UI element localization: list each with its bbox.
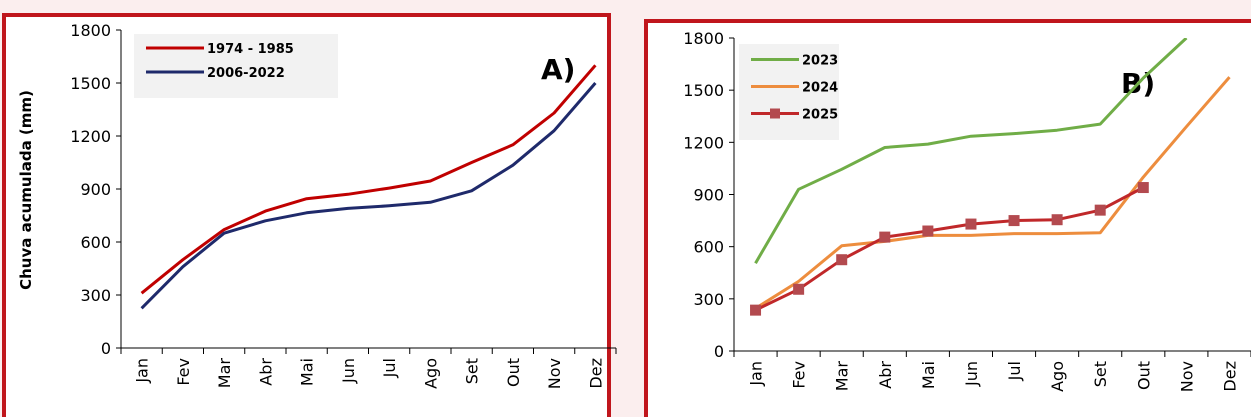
chart-b-series-1-line xyxy=(754,76,1231,310)
chart-b-series-2-marker xyxy=(750,304,762,316)
chart-b-y-tick-label: 0 xyxy=(714,342,724,361)
chart-b-y-tick-label: 1800 xyxy=(683,29,724,48)
chart-a-legend-label-0: 1974 - 1985 xyxy=(207,42,294,57)
chart-a-y-tick-label: 1200 xyxy=(70,127,111,146)
chart-a-ylabel: Chuva acumulada (mm) xyxy=(17,90,35,290)
chart-a-x-tick-label: Mar xyxy=(215,358,234,389)
chart-b-series-2-marker xyxy=(1051,214,1063,226)
chart-b-series-2-marker xyxy=(879,231,891,243)
chart-b-series-2-marker xyxy=(965,218,977,230)
chart-a: Chuva acumulada (mm) A) 0 300 600 900 1200 15… xyxy=(17,21,617,389)
chart-b-y-tick-label: 300 xyxy=(693,290,724,309)
chart-a-x-tick-label: Fev xyxy=(174,358,193,386)
chart-b-series-2-marker xyxy=(1094,204,1106,216)
chart-b-x-tick-label: Dez xyxy=(1220,361,1239,392)
chart-b-x-tick-label: Mai xyxy=(919,361,938,389)
chart-b-legend-label-2: 2025 xyxy=(802,108,838,123)
chart-b-y-tick-label: 1200 xyxy=(683,133,724,152)
chart-b-x-tick-label: Abr xyxy=(876,361,895,389)
chart-a-x-tick-label: Jan xyxy=(133,358,152,384)
chart-a-legend-box xyxy=(134,34,338,98)
chart-b-legend-marker-2 xyxy=(770,108,780,119)
chart-a-x-tick-label: Jul xyxy=(380,358,399,378)
chart-a-series-0-line xyxy=(140,64,597,295)
chart-b-x-tick-label: Fev xyxy=(790,361,809,389)
chart-b-x-tick-label: Nov xyxy=(1177,361,1196,392)
chart-b-legend-label-1: 2024 xyxy=(802,81,838,96)
chart-a-y-tick-label: 600 xyxy=(80,233,111,252)
panel-b-frame xyxy=(644,19,1251,417)
chart-a-x-tick-label: Dez xyxy=(586,358,605,389)
chart-b-series-2-marker xyxy=(1137,182,1149,194)
chart-b-x-tick-label: Mar xyxy=(833,361,852,392)
chart-a-x-tick-label: Mai xyxy=(298,358,317,386)
chart-a-y-tick-label: 0 xyxy=(101,339,111,358)
chart-b-series-2-marker xyxy=(922,225,934,237)
chart-b-y-tick-label: 600 xyxy=(693,238,724,257)
chart-a-x-tick-label: Out xyxy=(504,358,523,387)
chart-b-x-tick-label: Jan xyxy=(747,361,766,387)
chart-b-y-tick-label: 900 xyxy=(693,186,724,205)
chart-b-series-2-marker xyxy=(836,254,848,266)
chart-b-series-2-marker xyxy=(1008,215,1020,227)
chart-a-y-tick-label: 1800 xyxy=(70,21,111,40)
chart-b-series-2-line xyxy=(754,186,1144,312)
chart-a-series-1-line xyxy=(140,82,597,310)
chart-a-x-tick-label: Set xyxy=(463,358,482,384)
chart-b-series-2-marker xyxy=(793,283,805,295)
chart-a-legend-label-1: 2006-2022 xyxy=(207,66,285,81)
chart-b-x-tick-label: Jun xyxy=(962,361,981,387)
chart-b-series-0-line xyxy=(754,38,1188,264)
chart-b-x-tick-label: Set xyxy=(1091,361,1110,387)
chart-a-x-tick-label: Nov xyxy=(545,358,564,389)
chart-a-x-tick-label: Abr xyxy=(256,358,275,386)
chart-a-x-tick-label: Jun xyxy=(339,358,358,384)
chart-a-y-tick-label: 300 xyxy=(80,286,111,305)
chart-a-y-tick-label: 900 xyxy=(80,180,111,199)
chart-a-y-tick-label: 1500 xyxy=(70,74,111,93)
chart-b-y-tick-label: 1500 xyxy=(683,81,724,100)
chart-b-x-tick-label: Jul xyxy=(1005,361,1024,381)
chart-a-panel-label: A) xyxy=(541,53,575,86)
chart-a-x-tick-label: Ago xyxy=(421,358,440,389)
chart-b-x-tick-label: Out xyxy=(1134,361,1153,390)
chart-b-legend-label-0: 2023 xyxy=(802,54,838,69)
chart-b-x-tick-label: Ago xyxy=(1048,361,1067,392)
